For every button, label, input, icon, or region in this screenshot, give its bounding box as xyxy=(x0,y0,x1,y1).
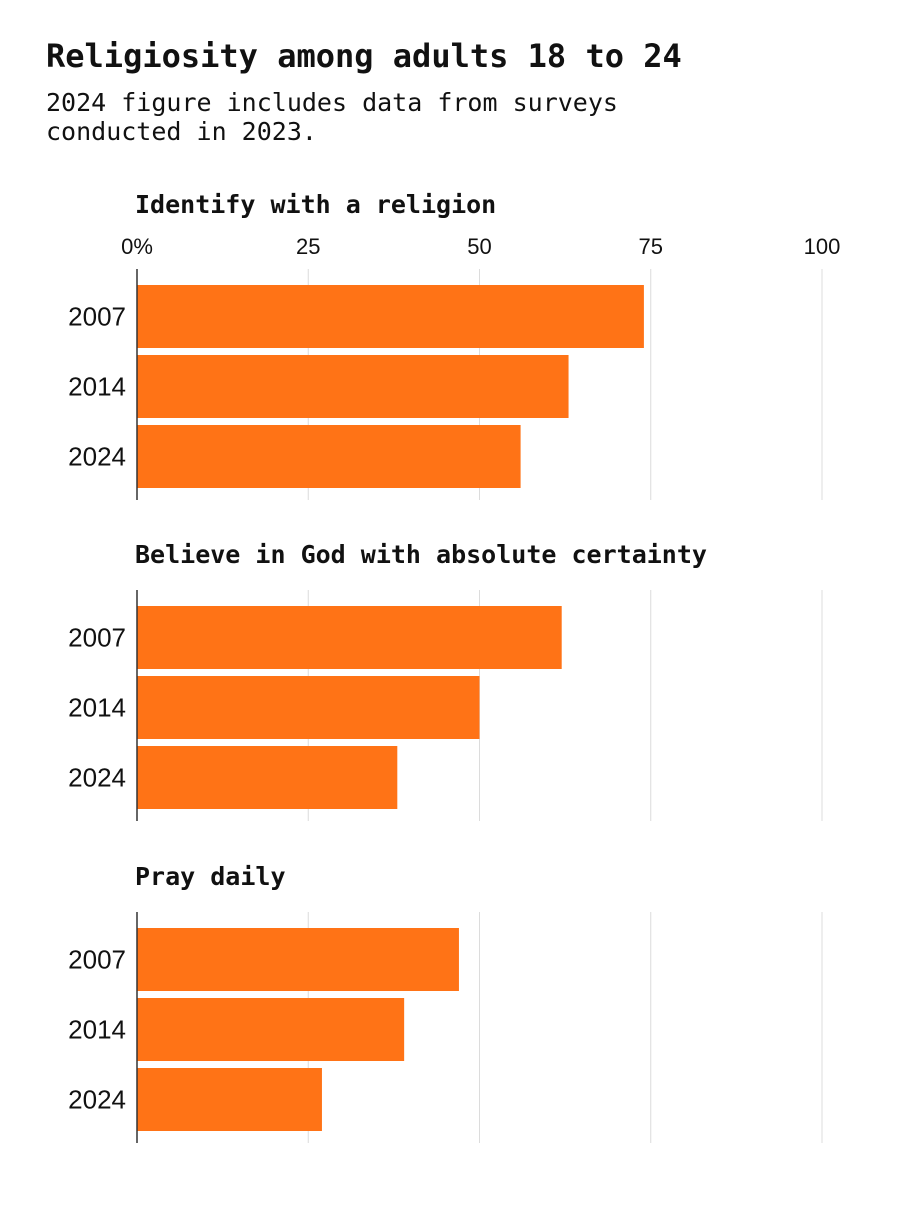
bar xyxy=(137,285,644,348)
y-tick-label: 2014 xyxy=(68,692,126,722)
x-tick-label: 25 xyxy=(296,234,320,259)
bar xyxy=(137,676,480,739)
y-tick-label: 2014 xyxy=(68,1014,126,1044)
chart-title: Religiosity among adults 18 to 24 xyxy=(46,37,682,75)
y-tick-label: 2024 xyxy=(68,762,126,792)
bar xyxy=(137,746,398,809)
y-tick-label: 2024 xyxy=(68,441,126,471)
y-tick-label: 2014 xyxy=(68,371,126,401)
x-tick-label: 100 xyxy=(804,234,841,259)
y-tick-label: 2007 xyxy=(68,622,126,652)
panel-title: Believe in God with absolute certainty xyxy=(135,540,707,569)
y-tick-label: 2007 xyxy=(68,301,126,331)
panel-title: Identify with a religion xyxy=(135,190,496,219)
y-tick-label: 2007 xyxy=(68,944,126,974)
y-tick-label: 2024 xyxy=(68,1084,126,1114)
panel-title: Pray daily xyxy=(135,862,286,891)
x-tick-label: 50 xyxy=(467,234,491,259)
bar xyxy=(137,355,569,418)
bar xyxy=(137,425,521,488)
chart-subtitle: conducted in 2023. xyxy=(46,117,317,146)
bar xyxy=(137,606,562,669)
chart-subtitle: 2024 figure includes data from surveys xyxy=(46,88,618,117)
bar xyxy=(137,1068,322,1131)
x-tick-label: 0% xyxy=(121,234,153,259)
bar xyxy=(137,928,459,991)
x-tick-label: 75 xyxy=(639,234,663,259)
bar xyxy=(137,998,405,1061)
